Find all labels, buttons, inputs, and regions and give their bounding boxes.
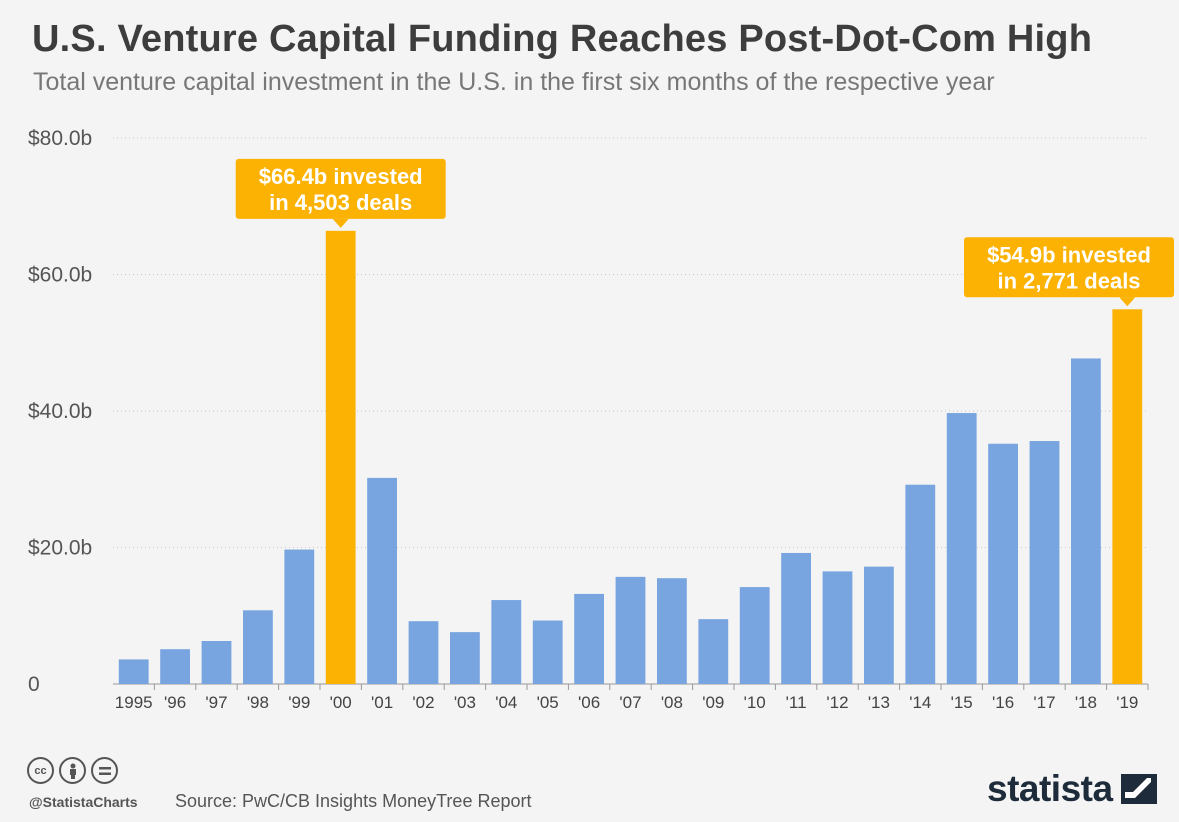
x-tick-label: '09	[702, 693, 724, 712]
chart-title: U.S. Venture Capital Funding Reaches Pos…	[32, 18, 1093, 60]
footer-source: Source: PwC/CB Insights MoneyTree Report	[175, 791, 532, 811]
bar	[367, 477, 398, 684]
x-tick-label: '08	[661, 693, 683, 712]
bar	[822, 571, 853, 684]
x-tick-label: '99	[288, 693, 310, 712]
bar	[574, 593, 605, 684]
annotation-pointer	[1119, 297, 1136, 307]
x-tick-label: '18	[1075, 693, 1097, 712]
attribution-icon	[59, 757, 86, 784]
annotation-line-1: $54.9b invested	[987, 242, 1151, 267]
x-tick-label: '19	[1116, 693, 1138, 712]
y-tick-label: $20.0b	[28, 537, 92, 560]
bar	[988, 443, 1019, 684]
chart-subtitle: Total venture capital investment in the …	[33, 68, 995, 96]
x-tick-label: '10	[744, 693, 766, 712]
bar	[1112, 309, 1143, 684]
bar	[1070, 358, 1101, 684]
annotation-box	[964, 237, 1174, 298]
bar	[242, 610, 273, 684]
y-tick-label: $40.0b	[28, 400, 92, 423]
statista-logo-icon	[1120, 774, 1157, 804]
bar	[698, 619, 729, 684]
bar	[946, 413, 977, 684]
annotation-box	[235, 158, 446, 219]
x-tick-label: '01	[371, 693, 393, 712]
x-tick-label: '15	[951, 693, 973, 712]
x-tick-label: '14	[909, 693, 931, 712]
bar	[863, 566, 894, 684]
x-tick-label: '07	[619, 693, 641, 712]
bar	[491, 600, 522, 684]
footer-handle: @StatistaCharts	[29, 794, 138, 810]
annotation-line-2: in 2,771 deals	[997, 268, 1140, 293]
annotation-line-1: $66.4b invested	[259, 164, 423, 189]
license-icons: cc	[27, 757, 118, 784]
bar	[615, 576, 646, 684]
no-derivatives-icon	[91, 757, 118, 784]
y-tick-label: 0	[28, 673, 40, 696]
bar	[739, 587, 770, 684]
bar	[118, 659, 149, 684]
x-tick-label: '04	[495, 693, 517, 712]
bar	[1029, 441, 1060, 684]
x-tick-label: 1995	[115, 693, 153, 712]
bar	[284, 549, 315, 684]
x-tick-label: '16	[992, 693, 1014, 712]
annotation-line-2: in 4,503 deals	[269, 190, 412, 215]
x-tick-label: '06	[578, 693, 600, 712]
bar	[408, 621, 439, 684]
x-tick-label: '05	[537, 693, 559, 712]
statista-logo: statista	[987, 768, 1157, 810]
y-tick-label: $80.0b	[28, 127, 92, 150]
x-tick-label: '96	[164, 693, 186, 712]
bar	[449, 632, 480, 684]
bar	[905, 484, 936, 684]
x-tick-label: '11	[786, 693, 807, 712]
x-tick-label: '13	[868, 693, 890, 712]
x-tick-label: '17	[1033, 693, 1055, 712]
x-tick-label: '98	[247, 693, 269, 712]
y-tick-label: $60.0b	[28, 264, 92, 287]
bar	[656, 578, 687, 684]
cc-icon: cc	[27, 757, 54, 784]
bar	[325, 230, 356, 684]
x-tick-label: '02	[412, 693, 434, 712]
bar	[781, 552, 812, 684]
x-tick-label: '12	[826, 693, 848, 712]
annotation-pointer	[332, 218, 349, 228]
x-tick-label: '97	[205, 693, 227, 712]
x-tick-label: '00	[330, 693, 352, 712]
x-tick-label: '03	[454, 693, 476, 712]
bar-chart: 0 $20.0b $40.0b $60.0b $80.0b 1995 '96 '97 '98 '9…	[28, 127, 1174, 712]
brand-wordmark: statista	[987, 768, 1113, 809]
bar	[201, 641, 232, 684]
bar	[160, 649, 191, 684]
bar	[532, 620, 563, 684]
